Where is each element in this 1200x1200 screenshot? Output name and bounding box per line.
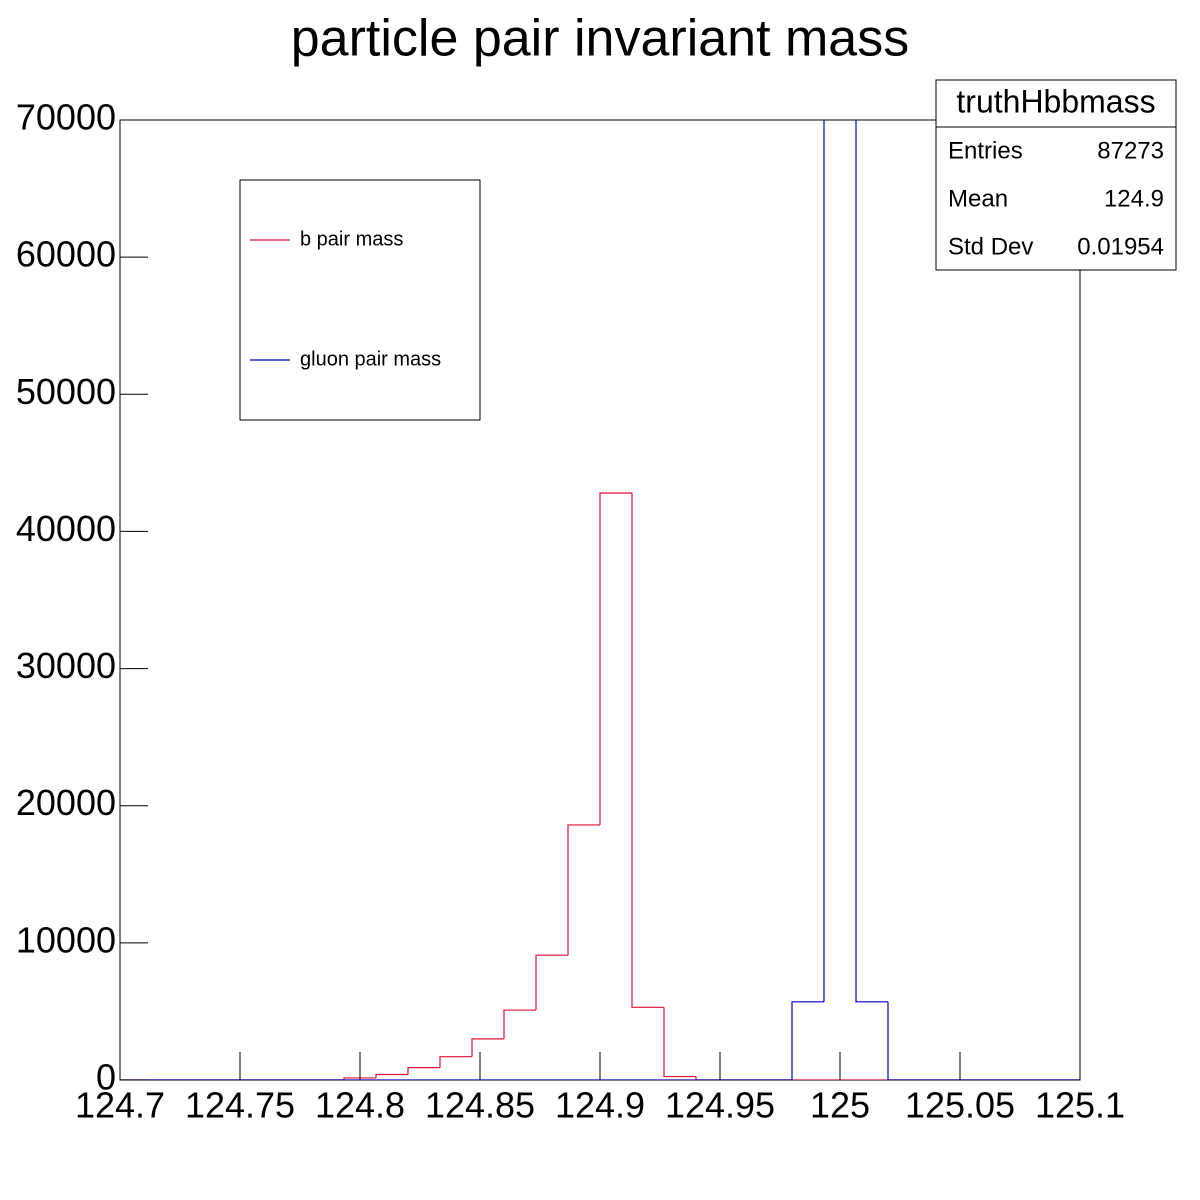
histogram-bin — [887, 1001, 920, 1080]
histogram-bin — [631, 493, 665, 1008]
histogram-bin — [407, 1067, 440, 1075]
histogram-bin — [823, 120, 825, 1002]
histogram-bin — [503, 1009, 536, 1039]
y-tick-label: 20000 — [16, 782, 116, 823]
x-tick-label: 124.85 — [425, 1085, 535, 1126]
x-tick-label: 125 — [810, 1085, 870, 1126]
stats-label: Entries — [948, 137, 1023, 164]
chart-title: particle pair invariant mass — [291, 10, 909, 68]
y-tick-label: 30000 — [16, 645, 116, 686]
stats-label: Std Dev — [948, 233, 1033, 260]
histogram-bin — [663, 1007, 696, 1078]
stats-title: truthHbbmass — [956, 83, 1155, 119]
stats-box — [935, 79, 1177, 271]
legend-label: gluon pair mass — [300, 348, 441, 370]
stats-value: 0.01954 — [1077, 233, 1164, 260]
stats-value: 87273 — [1097, 137, 1164, 164]
y-tick-label: 60000 — [16, 234, 116, 275]
histogram-bin — [471, 1038, 504, 1057]
legend-label: b pair mass — [300, 228, 403, 250]
histogram-bin — [535, 954, 569, 1011]
histogram-bin — [375, 1073, 408, 1078]
x-tick-label: 124.9 — [555, 1085, 645, 1126]
histogram-bin — [343, 1077, 377, 1080]
histogram-bin — [567, 824, 600, 956]
histogram-bin — [439, 1056, 473, 1068]
x-tick-label: 124.8 — [315, 1085, 405, 1126]
x-tick-label: 124.75 — [185, 1085, 295, 1126]
x-tick-label: 124.95 — [665, 1085, 775, 1126]
histogram-bin — [695, 1076, 728, 1080]
x-tick-label: 125.1 — [1035, 1085, 1125, 1126]
stats-label: Mean — [948, 185, 1008, 212]
histogram-bin — [855, 120, 888, 1003]
legend-box — [239, 179, 481, 421]
y-tick-label: 40000 — [16, 508, 116, 549]
stats-value: 124.9 — [1104, 185, 1164, 212]
y-tick-label: 70000 — [16, 97, 116, 138]
histogram-bin — [791, 1001, 824, 1080]
x-tick-label: 125.05 — [905, 1085, 1015, 1126]
histogram-bin — [599, 492, 632, 825]
y-tick-label: 50000 — [16, 371, 116, 412]
x-tick-label: 124.7 — [75, 1085, 165, 1126]
plot-area — [120, 120, 1080, 1080]
y-tick-label: 0 — [96, 1057, 116, 1098]
y-tick-label: 10000 — [16, 919, 116, 960]
